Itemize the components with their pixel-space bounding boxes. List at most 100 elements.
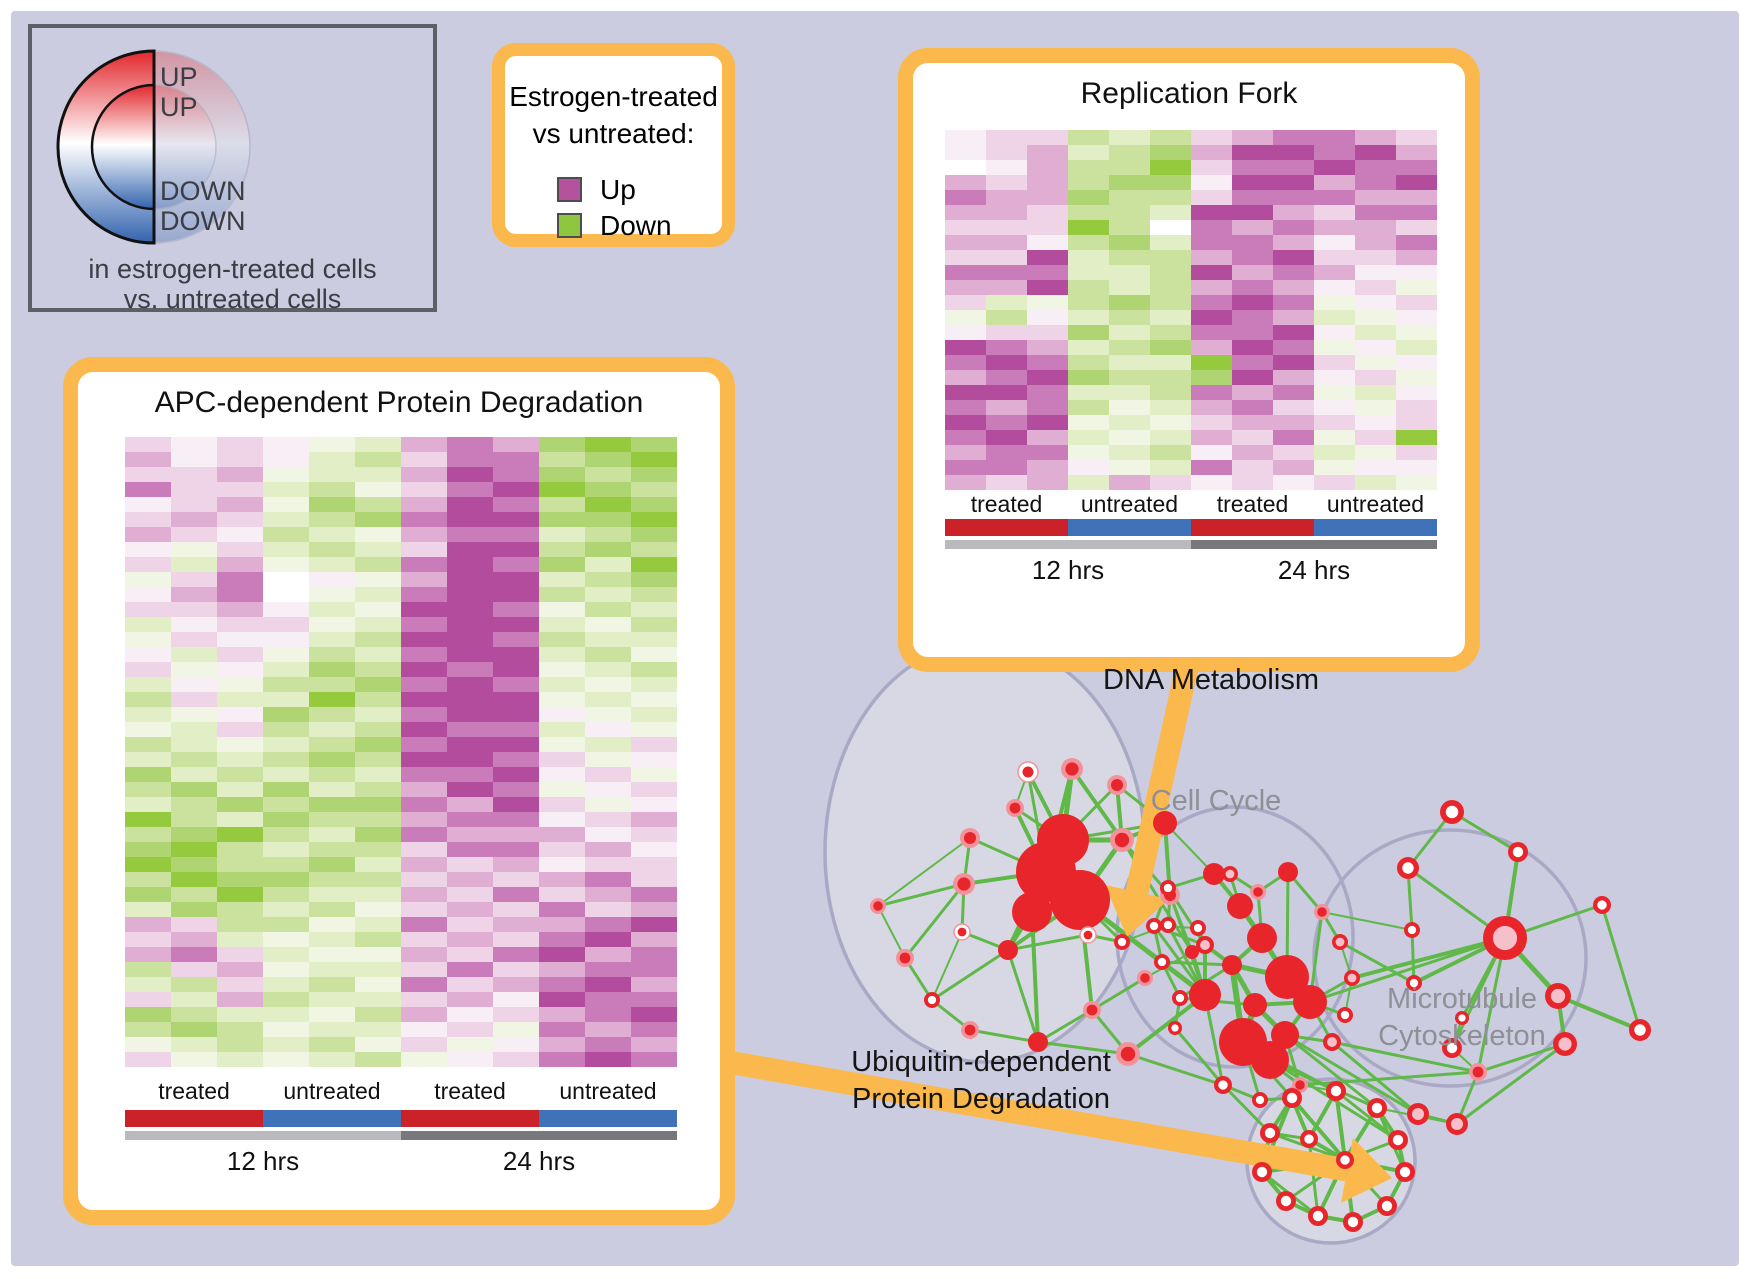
heatmap-cell: [355, 737, 401, 752]
heatmap-cell: [401, 602, 447, 617]
heatmap-cell: [986, 280, 1027, 295]
heatmap-cell: [1314, 280, 1355, 295]
heatmap-cell: [493, 1007, 539, 1022]
heatmap-cell: [945, 430, 986, 445]
heatmap-cell: [631, 812, 677, 827]
heatmap-cell: [401, 587, 447, 602]
heatmap-cell: [125, 512, 171, 527]
network-edge: [1339, 940, 1415, 985]
heatmap-cell: [1273, 250, 1314, 265]
heatmap-cell: [401, 932, 447, 947]
heatmap-cell: [1273, 385, 1314, 400]
heatmap-cell: [539, 917, 585, 932]
heatmap-cell: [125, 782, 171, 797]
heatmap-cell: [217, 1022, 263, 1037]
heatmap-cell: [493, 827, 539, 842]
heatmap-cell: [171, 707, 217, 722]
heatmap-cell: [1191, 430, 1232, 445]
heatmap-cell: [1191, 325, 1232, 340]
treated-bar: [945, 519, 1068, 536]
heatmap-cell: [493, 887, 539, 902]
heatmap-cell: [447, 602, 493, 617]
heatmap-cell: [986, 445, 1027, 460]
heatmap-cell: [309, 842, 355, 857]
heatmap-cell: [539, 722, 585, 737]
heatmap-cell: [585, 932, 631, 947]
gene-node-ring-center: [1327, 1037, 1337, 1047]
heatmap-cell: [631, 737, 677, 752]
heatmap-cell: [1150, 220, 1191, 235]
untreated-bar: [539, 1110, 677, 1127]
heatmap-cell: [1396, 295, 1437, 310]
heatmap-cell: [171, 1052, 217, 1067]
updown-key: DOWN: [160, 206, 246, 236]
gene-node-halo-center: [1317, 907, 1327, 917]
heatmap-cell: [539, 962, 585, 977]
heatmap-cell: [401, 722, 447, 737]
heatmap-cell: [493, 992, 539, 1007]
heatmap-cell: [539, 617, 585, 632]
heatmap-cell: [1273, 265, 1314, 280]
heatmap-cell: [1355, 340, 1396, 355]
heatmap-cell: [1314, 145, 1355, 160]
heatmap-cell: [493, 1022, 539, 1037]
heatmap-cell: [1232, 205, 1273, 220]
heatmap-cell: [447, 1037, 493, 1052]
network-edge: [1284, 1033, 1378, 1110]
heatmap-cell: [171, 737, 217, 752]
heatmap-cell: [1068, 265, 1109, 280]
heatmap-cell: [1191, 445, 1232, 460]
heatmap-cell: [355, 797, 401, 812]
network-edge: [1126, 993, 1207, 1056]
gene-node-ring-center: [1117, 937, 1127, 947]
heatmap-cell: [171, 497, 217, 512]
heatmap-cell: [401, 617, 447, 632]
heatmap-cell: [493, 1037, 539, 1052]
heatmap-cell: [631, 467, 677, 482]
heatmap-cell: [1068, 160, 1109, 175]
gene-node-solid: [1227, 893, 1253, 919]
heatmap-cell: [539, 602, 585, 617]
heatmap-cell: [986, 310, 1027, 325]
heatmap-cell: [631, 872, 677, 887]
treated-bar: [125, 1110, 263, 1127]
heatmap-cell: [1068, 325, 1109, 340]
heatmap-cell: [585, 902, 631, 917]
heatmap-cell: [125, 542, 171, 557]
heatmap-cell: [355, 1052, 401, 1067]
heatmap-cell: [1191, 235, 1232, 250]
heatmap-cell: [539, 752, 585, 767]
heatmap-cell: [1396, 175, 1437, 190]
gene-node-ring-center: [1371, 1102, 1383, 1114]
heatmap-cell: [401, 992, 447, 1007]
heatmap-cell: [1068, 295, 1109, 310]
heatmap-cell: [585, 707, 631, 722]
heatmap-cell: [447, 617, 493, 632]
gene-node-ring-center: [1407, 925, 1417, 935]
heatmap-cell: [171, 917, 217, 932]
heatmap-cell: [355, 722, 401, 737]
heatmap-cell: [986, 145, 1027, 160]
heatmap-cell: [1314, 400, 1355, 415]
heatmap-cell: [631, 917, 677, 932]
heatmap-cell: [1150, 460, 1191, 475]
heatmap-cell: [1355, 370, 1396, 385]
network-edge: [1557, 994, 1641, 1032]
heatmap-cell: [539, 1007, 585, 1022]
gene-node-ring-center: [1402, 862, 1414, 874]
heatmap-cell: [1150, 160, 1191, 175]
heatmap-cell: [171, 692, 217, 707]
network-edge: [1334, 1090, 1347, 1161]
gene-node-ring-center: [1330, 1085, 1342, 1097]
heatmap-cell: [539, 1052, 585, 1067]
heatmap-cell: [401, 707, 447, 722]
gene-node-ring-center: [1149, 921, 1159, 931]
heatmap-cell: [539, 872, 585, 887]
heatmap-cell: [986, 340, 1027, 355]
time-24-bar: [401, 1131, 677, 1140]
heatmap-cell: [1150, 310, 1191, 325]
heatmap-cell: [493, 467, 539, 482]
heatmap-cell: [539, 647, 585, 662]
gene-node-ring-center: [1193, 923, 1203, 933]
updown-key: DOWN: [160, 176, 246, 206]
